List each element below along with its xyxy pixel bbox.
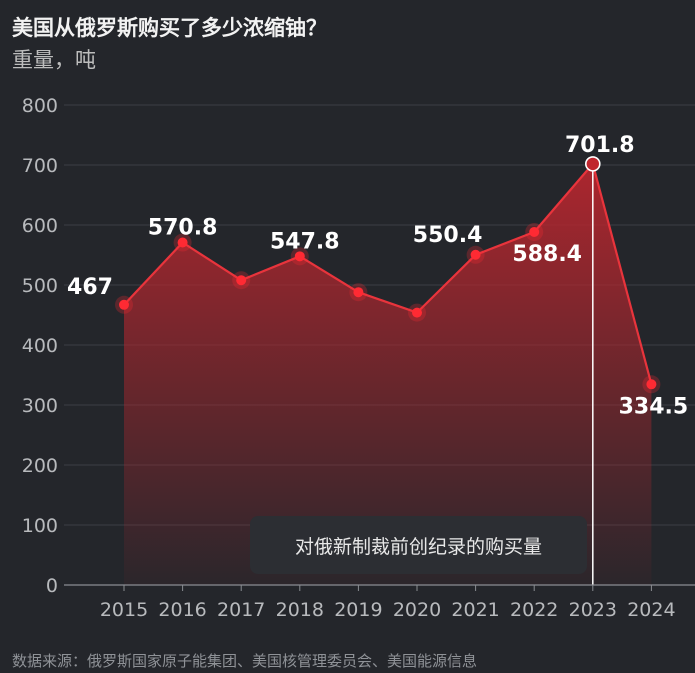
y-tick-label-0: 0 bbox=[46, 575, 58, 597]
data-point-2024 bbox=[646, 379, 657, 390]
data-point-2020 bbox=[412, 307, 422, 318]
x-tick-label-2018: 2018 bbox=[276, 599, 324, 621]
data-point-2018 bbox=[294, 251, 305, 262]
y-tick-label-300: 300 bbox=[22, 395, 58, 417]
y-tick-label-500: 500 bbox=[22, 275, 58, 297]
annotation-box: 对俄新制裁前创纪录的购买量 bbox=[250, 516, 587, 574]
x-tick-label-2024: 2024 bbox=[627, 599, 675, 621]
data-label-2022: 588.4 bbox=[512, 242, 582, 267]
y-tick-label-600: 600 bbox=[22, 215, 58, 237]
data-label-2023: 701.8 bbox=[565, 133, 635, 158]
x-tick-label-2016: 2016 bbox=[158, 599, 206, 621]
data-label-2021: 550.4 bbox=[413, 223, 483, 248]
x-tick-label-2023: 2023 bbox=[569, 599, 617, 621]
y-tick-label-200: 200 bbox=[22, 455, 58, 477]
x-tick-label-2021: 2021 bbox=[451, 599, 499, 621]
y-tick-label-700: 700 bbox=[22, 155, 58, 177]
x-tick-label-2020: 2020 bbox=[393, 599, 441, 621]
data-label-2024: 334.5 bbox=[619, 394, 689, 419]
y-tick-label-100: 100 bbox=[22, 515, 58, 537]
data-label-2018: 547.8 bbox=[270, 229, 340, 254]
series-area bbox=[124, 163, 652, 585]
data-point-2021 bbox=[470, 249, 481, 260]
data-source: 数据来源：俄罗斯国家原子能集团、美国核管理委员会、美国能源信息 bbox=[12, 652, 478, 670]
x-tick-label-2017: 2017 bbox=[217, 599, 265, 621]
annotation-text: 对俄新制裁前创纪录的购买量 bbox=[294, 535, 542, 558]
data-label-2015: 467 bbox=[67, 275, 113, 300]
y-tick-label-800: 800 bbox=[22, 95, 58, 117]
data-point-2022 bbox=[529, 226, 540, 237]
series-line bbox=[123, 162, 653, 385]
data-point-2019 bbox=[353, 287, 364, 298]
chart-title: 美国从俄罗斯购买了多少浓缩铀？ bbox=[12, 16, 327, 40]
x-tick-label-2015: 2015 bbox=[100, 599, 148, 621]
data-point-2016 bbox=[177, 237, 188, 248]
x-tick-label-2022: 2022 bbox=[510, 599, 558, 621]
data-label-2016: 570.8 bbox=[148, 216, 218, 241]
y-tick-label-400: 400 bbox=[22, 335, 58, 357]
x-tick-label-2019: 2019 bbox=[334, 599, 382, 621]
chart-subtitle: 重量，吨 bbox=[12, 48, 96, 72]
data-point-2015 bbox=[119, 299, 129, 310]
data-point-2023 bbox=[584, 156, 601, 172]
data-point-2017 bbox=[236, 275, 247, 286]
